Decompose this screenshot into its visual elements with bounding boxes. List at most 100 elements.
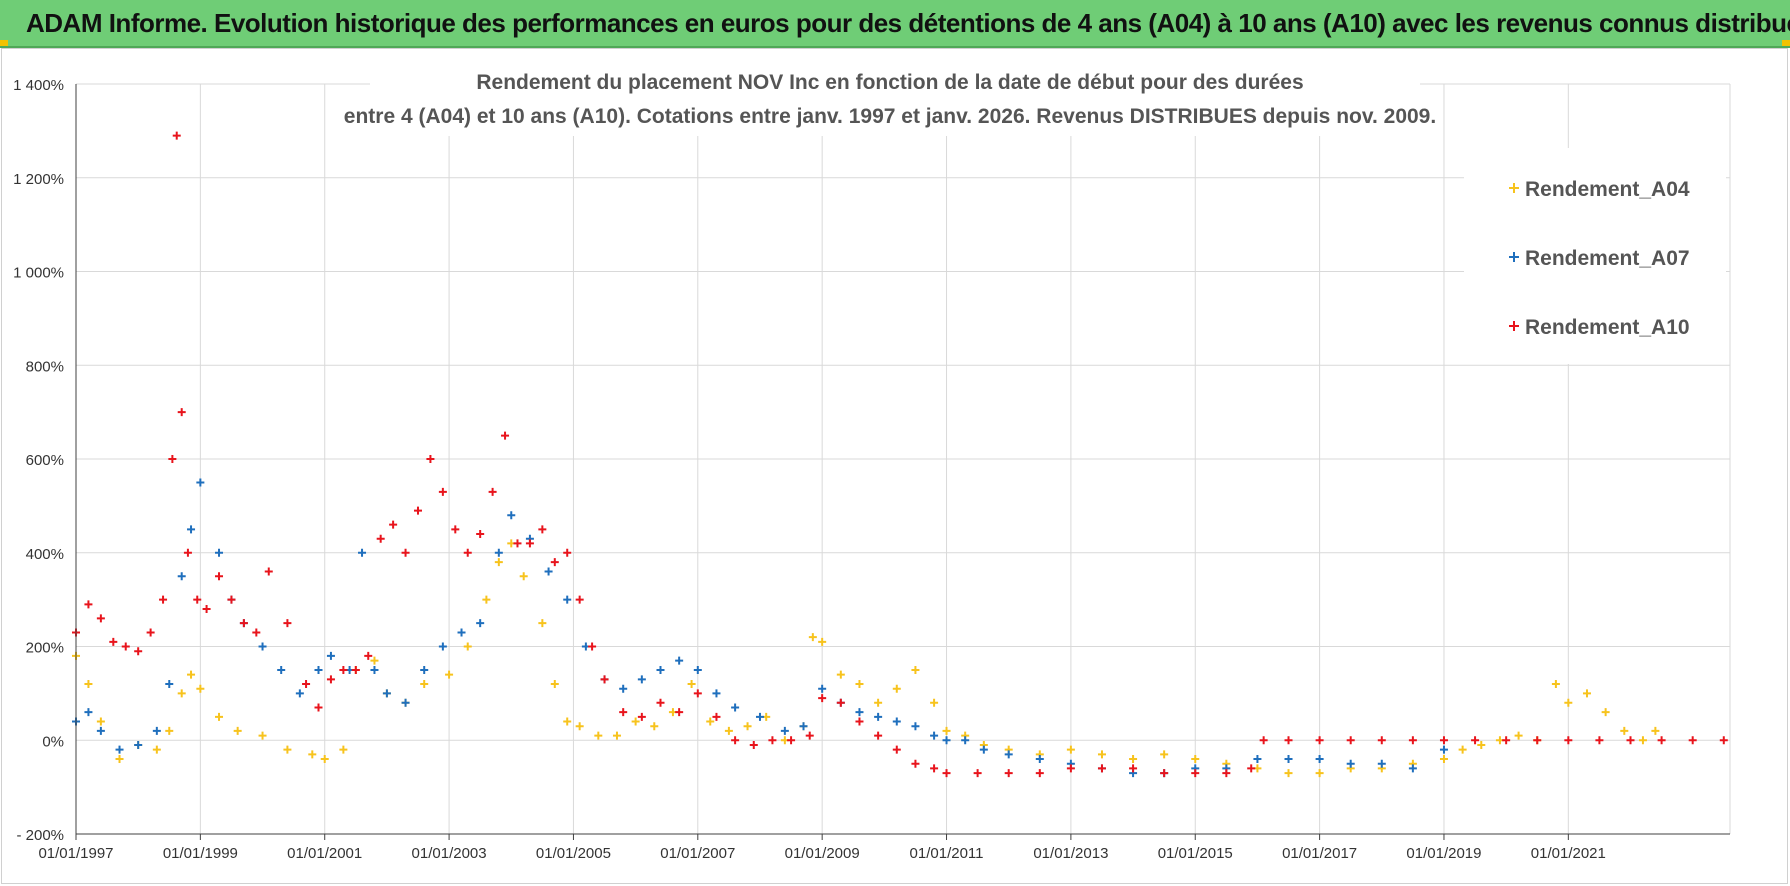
point-a10 bbox=[1191, 769, 1200, 778]
point-a04 bbox=[1066, 745, 1075, 754]
point-a10 bbox=[96, 614, 105, 623]
point-a10 bbox=[227, 595, 236, 604]
point-a10 bbox=[438, 487, 447, 496]
point-a07 bbox=[420, 665, 429, 674]
point-a04 bbox=[575, 722, 584, 731]
point-a07 bbox=[874, 712, 883, 721]
point-a07 bbox=[637, 675, 646, 684]
point-a10 bbox=[973, 769, 982, 778]
x-tick-label: 01/01/2017 bbox=[1282, 845, 1357, 862]
point-a07 bbox=[1004, 750, 1013, 759]
point-a07 bbox=[401, 698, 410, 707]
series-a10 bbox=[72, 131, 1728, 778]
point-a04 bbox=[594, 731, 603, 740]
point-a04 bbox=[1651, 726, 1660, 735]
x-tick-label: 01/01/2013 bbox=[1033, 845, 1108, 862]
point-a04 bbox=[706, 717, 715, 726]
series-a07 bbox=[72, 478, 1448, 778]
point-a10 bbox=[1502, 736, 1511, 745]
point-a07 bbox=[712, 689, 721, 698]
point-a04 bbox=[482, 595, 491, 604]
point-a10 bbox=[488, 487, 497, 496]
point-a04 bbox=[258, 731, 267, 740]
point-a04 bbox=[1514, 731, 1523, 740]
point-a10 bbox=[787, 736, 796, 745]
point-a10 bbox=[911, 759, 920, 768]
y-tick-label: 1 000% bbox=[13, 265, 64, 282]
point-a10 bbox=[109, 637, 118, 646]
point-a10 bbox=[364, 651, 373, 660]
point-a04 bbox=[1477, 740, 1486, 749]
point-a10 bbox=[177, 408, 186, 417]
y-tick-label: 400% bbox=[26, 546, 64, 563]
point-a10 bbox=[1657, 736, 1666, 745]
point-a04 bbox=[187, 670, 196, 679]
point-a07 bbox=[382, 689, 391, 698]
x-tick-label: 01/01/2005 bbox=[536, 845, 611, 862]
point-a10 bbox=[619, 708, 628, 717]
point-a10 bbox=[675, 708, 684, 717]
point-a10 bbox=[202, 605, 211, 613]
point-a10 bbox=[183, 548, 192, 557]
x-tick-label: 01/01/1999 bbox=[163, 845, 238, 862]
y-tick-label: 600% bbox=[26, 452, 64, 469]
point-a04 bbox=[1564, 698, 1573, 707]
point-a10 bbox=[326, 675, 335, 684]
point-a07 bbox=[177, 572, 186, 581]
point-a10 bbox=[168, 455, 177, 463]
point-a10 bbox=[550, 558, 559, 567]
legend-marker-a10 bbox=[1509, 321, 1519, 331]
point-a10 bbox=[1595, 736, 1604, 745]
point-a10 bbox=[339, 665, 348, 674]
point-a10 bbox=[1035, 769, 1044, 778]
point-a04 bbox=[1458, 745, 1467, 754]
point-a04 bbox=[370, 656, 379, 665]
point-a10 bbox=[1377, 736, 1386, 745]
legend-label-a07: Rendement_A07 bbox=[1525, 247, 1690, 270]
point-a04 bbox=[911, 665, 920, 674]
point-a04 bbox=[631, 717, 640, 726]
point-a04 bbox=[420, 680, 429, 688]
banner-corner-left bbox=[0, 40, 8, 46]
point-a07 bbox=[979, 745, 988, 754]
point-a10 bbox=[525, 539, 534, 548]
point-a04 bbox=[196, 684, 205, 693]
data-points bbox=[72, 131, 1728, 778]
point-a04 bbox=[463, 642, 472, 651]
point-a10 bbox=[892, 745, 901, 754]
point-a10 bbox=[1284, 736, 1293, 745]
point-a04 bbox=[1439, 755, 1448, 763]
y-tick-label: - 200% bbox=[16, 827, 64, 844]
point-a10 bbox=[731, 736, 740, 745]
page-banner: ADAM Informe. Evolution historique des p… bbox=[0, 0, 1790, 48]
point-a10 bbox=[1222, 769, 1231, 778]
point-a10 bbox=[134, 647, 143, 656]
point-a04 bbox=[874, 698, 883, 707]
point-a10 bbox=[1259, 736, 1268, 745]
point-a10 bbox=[874, 731, 883, 740]
point-a10 bbox=[1439, 736, 1448, 745]
point-a10 bbox=[252, 628, 261, 637]
point-a07 bbox=[84, 708, 93, 717]
x-tick-label: 01/01/2003 bbox=[412, 845, 487, 862]
point-a10 bbox=[1097, 764, 1106, 773]
point-a07 bbox=[1408, 764, 1417, 773]
point-a04 bbox=[892, 684, 901, 693]
point-a07 bbox=[755, 712, 764, 721]
point-a04 bbox=[1620, 726, 1629, 735]
point-a10 bbox=[600, 675, 609, 684]
series-a04 bbox=[72, 539, 1660, 778]
point-a10 bbox=[215, 572, 224, 581]
point-a04 bbox=[445, 670, 454, 679]
point-a10 bbox=[426, 455, 435, 463]
point-a04 bbox=[612, 731, 621, 740]
point-a10 bbox=[588, 642, 597, 651]
point-a04 bbox=[283, 745, 292, 754]
point-a04 bbox=[165, 726, 174, 735]
point-a10 bbox=[1129, 764, 1138, 773]
legend-marker-a04 bbox=[1509, 183, 1519, 193]
point-a07 bbox=[675, 656, 684, 665]
x-tick-label: 01/01/2019 bbox=[1406, 845, 1481, 862]
point-a10 bbox=[836, 698, 845, 707]
point-a04 bbox=[339, 745, 348, 754]
